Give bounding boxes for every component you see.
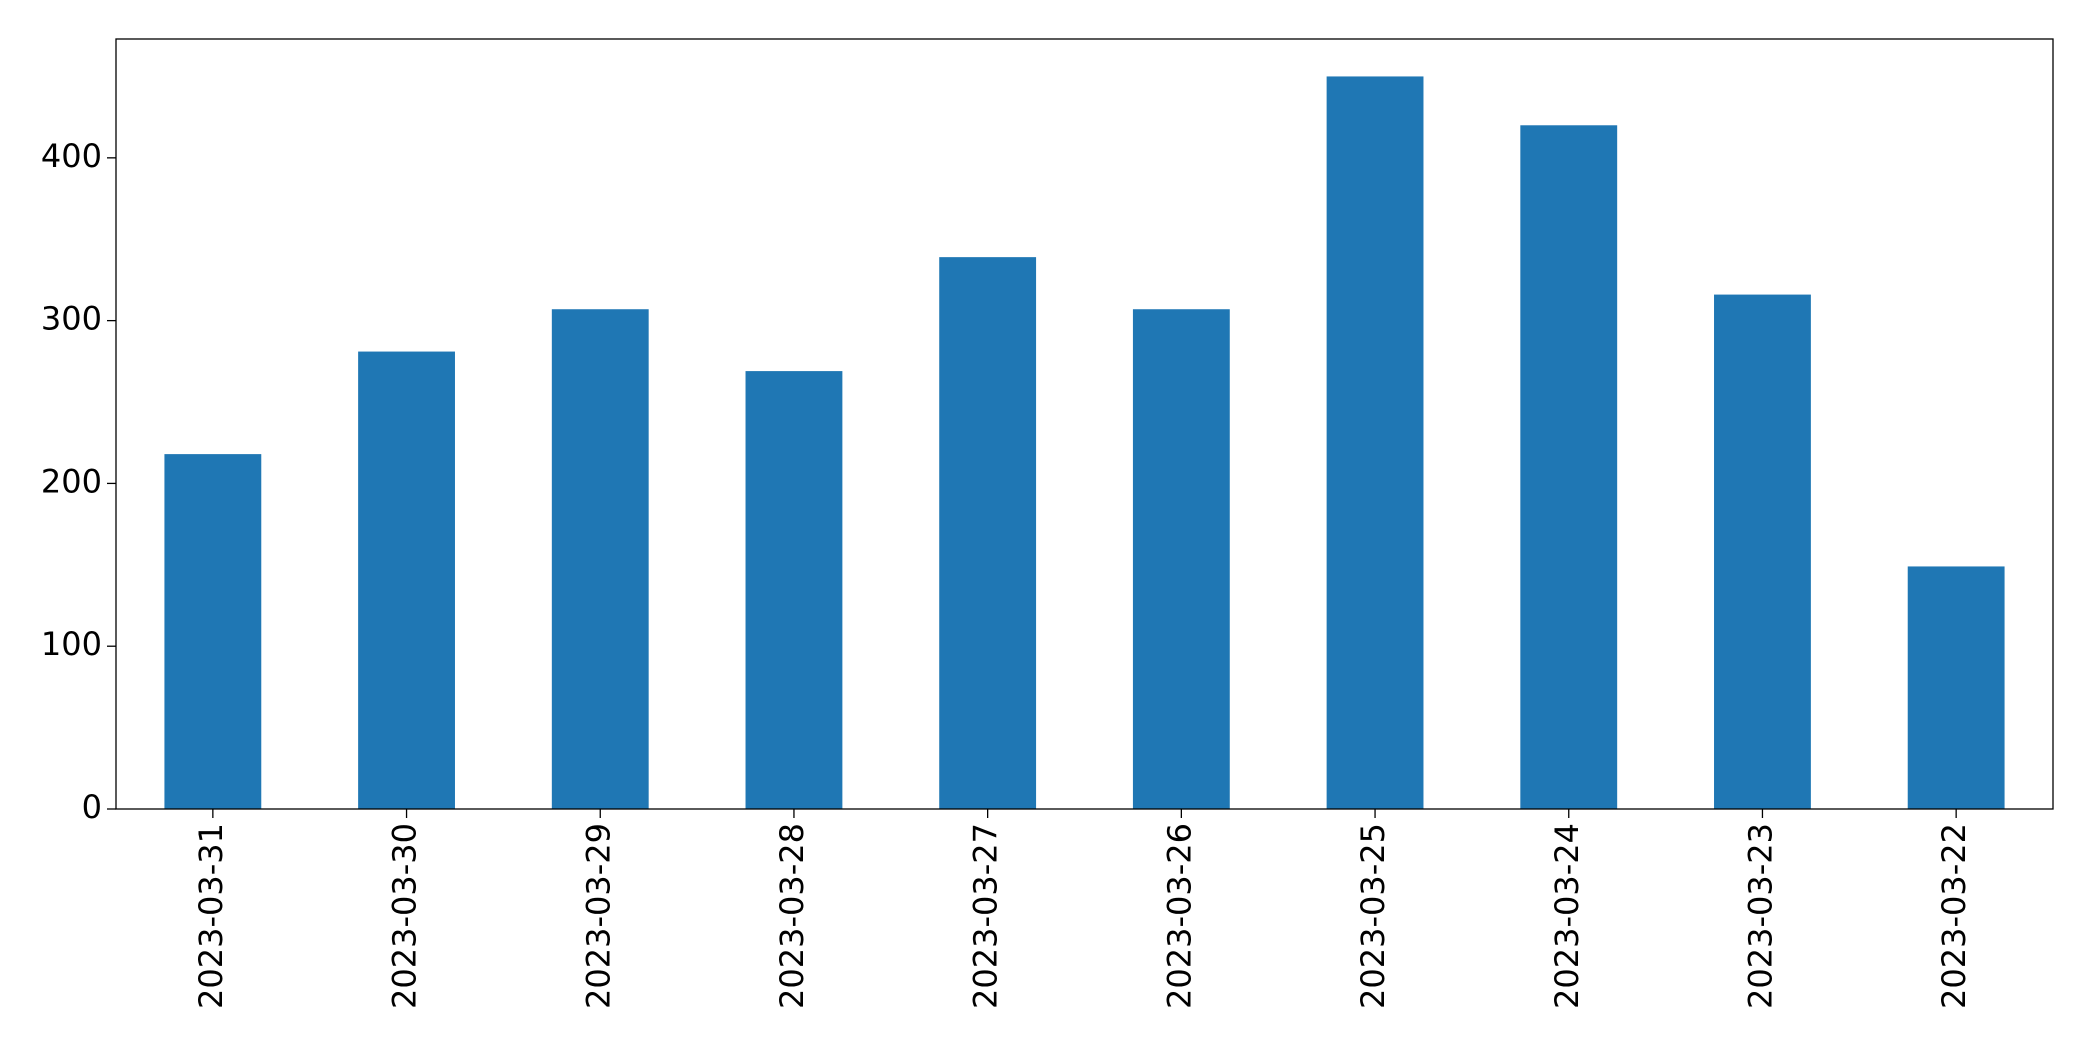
bar	[1132, 309, 1230, 809]
x-tick-label: 2023-03-27	[967, 823, 1005, 1009]
bar	[1520, 125, 1618, 810]
x-tick-label: 2023-03-29	[579, 823, 617, 1009]
bar	[745, 371, 843, 809]
x-tick-label: 2023-03-25	[1354, 823, 1392, 1009]
x-tick-label: 2023-03-22	[1935, 823, 1973, 1009]
bar	[939, 257, 1037, 809]
x-tick-label: 2023-03-24	[1548, 823, 1586, 1009]
x-tick-label: 2023-03-30	[386, 823, 424, 1009]
plot-frame	[115, 38, 2054, 810]
bar	[1326, 76, 1424, 809]
bar	[358, 351, 455, 809]
bar	[164, 454, 262, 809]
bar	[551, 309, 649, 809]
y-tick-label: 0	[82, 788, 102, 826]
y-tick-label: 100	[41, 625, 102, 663]
y-tick-label: 200	[41, 462, 102, 500]
y-tick-label: 400	[41, 137, 102, 175]
bar	[1714, 294, 1811, 809]
bar	[1907, 566, 2005, 809]
x-tick-label: 2023-03-31	[192, 823, 230, 1009]
x-tick-label: 2023-03-26	[1160, 823, 1198, 1009]
x-tick-label: 2023-03-28	[773, 823, 811, 1009]
x-tick-label: 2023-03-23	[1741, 823, 1779, 1009]
y-tick-label: 300	[41, 300, 102, 338]
